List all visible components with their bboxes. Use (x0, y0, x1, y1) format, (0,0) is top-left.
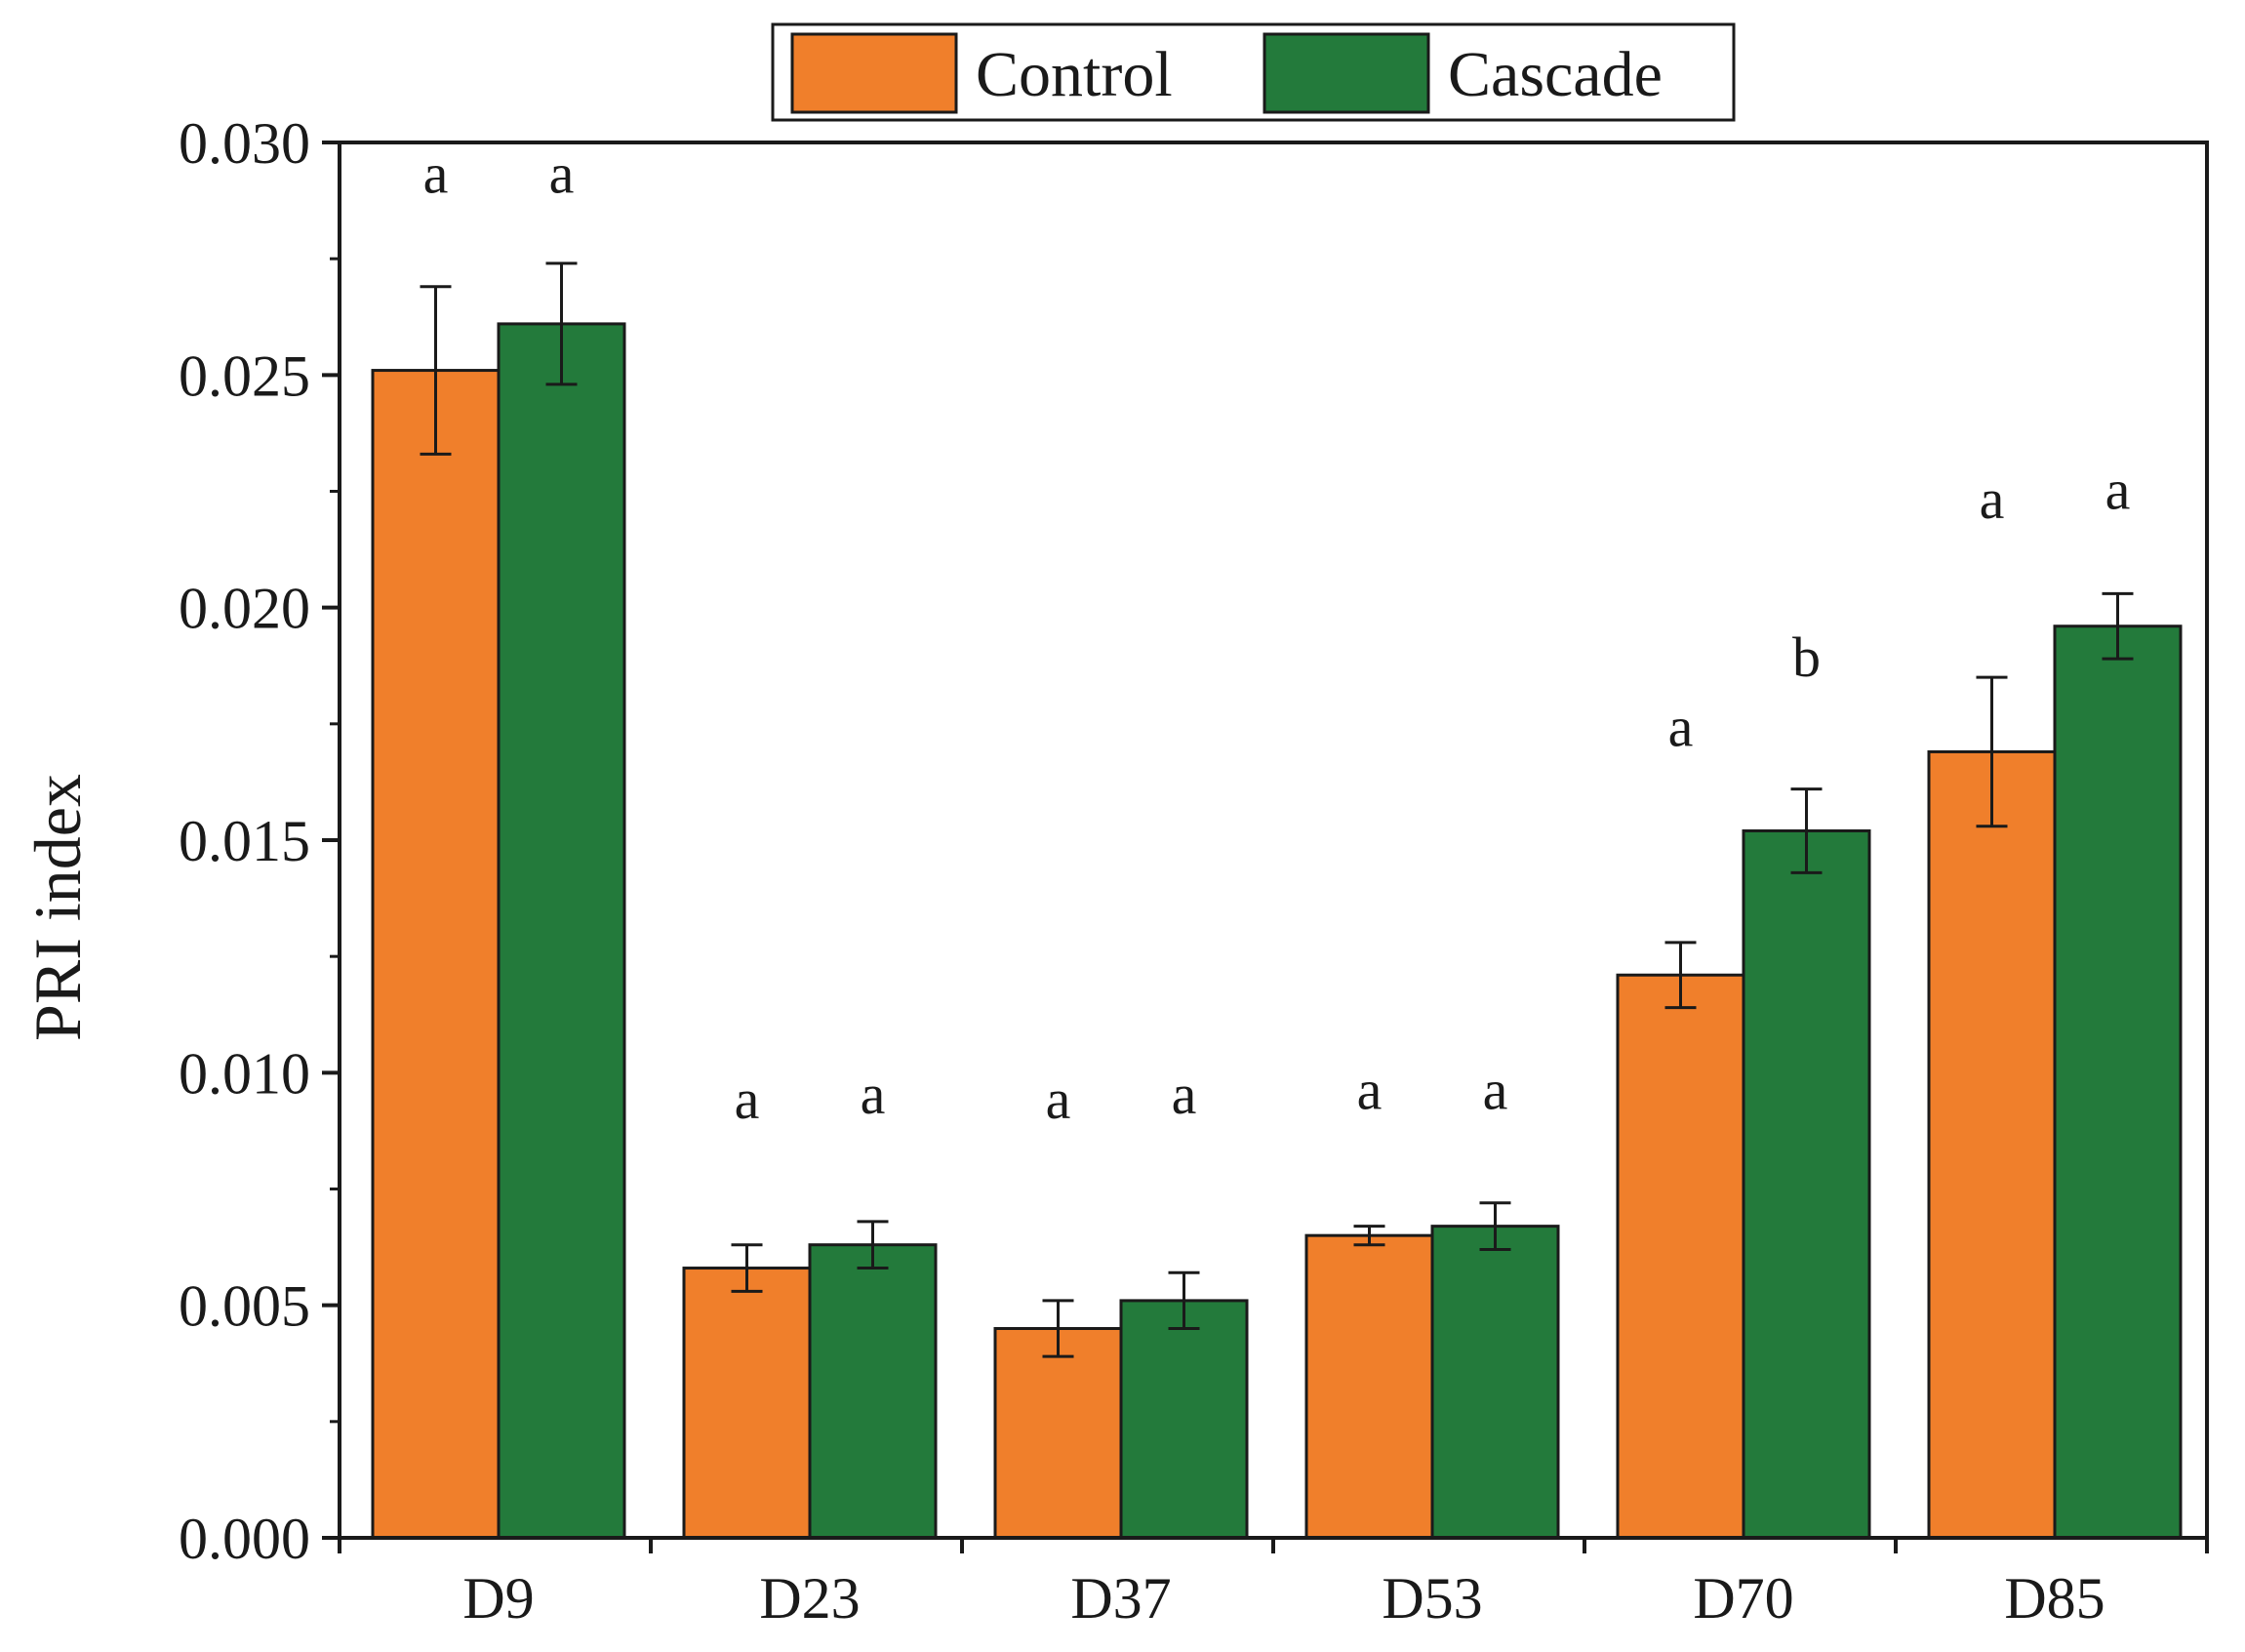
bar-cascade-d85 (2053, 625, 2183, 1540)
significance-label-control-d85: a (1980, 467, 2005, 531)
significance-labels-layer: a a a a a a a a a b a a (423, 141, 2131, 1131)
axes-layer: 0.000 0.005 0.010 0.015 0.020 0.025 0.030 D9 D23… (179, 111, 2209, 1631)
y-axis-title: PRI index (20, 774, 95, 1041)
error-bar-control-d23 (731, 1243, 763, 1293)
bar-cascade-d9 (497, 322, 626, 1540)
y-tick-label: 0.015 (179, 809, 310, 873)
error-bar-control-d85 (1976, 675, 2008, 828)
bar-control-d9 (371, 369, 501, 1540)
legend-label-control: Control (976, 39, 1173, 110)
legend-swatch-control (790, 32, 958, 114)
legend-label-cascade: Cascade (1448, 39, 1663, 110)
significance-label-cascade-d85: a (2105, 459, 2131, 522)
significance-label-control-d23: a (735, 1068, 760, 1131)
x-tick-label-d37: D37 (1070, 1566, 1171, 1631)
error-bar-cascade-d70 (1790, 787, 1823, 874)
bar-control-d37 (993, 1327, 1123, 1540)
y-tick-label: 0.025 (179, 343, 310, 408)
y-tick-label: 0.000 (179, 1507, 310, 1571)
x-tick-label-d70: D70 (1693, 1566, 1793, 1631)
error-bar-cascade-d85 (2102, 591, 2134, 661)
legend: Control Cascade (771, 22, 1736, 122)
y-tick-label: 0.020 (179, 577, 310, 641)
y-tick-label: 0.030 (179, 111, 310, 176)
significance-label-control-d70: a (1668, 696, 1694, 759)
significance-label-cascade-d70: b (1792, 625, 1821, 689)
x-tick-label-d23: D23 (759, 1566, 860, 1631)
error-bar-control-d53 (1353, 1225, 1385, 1247)
bars-layer (371, 322, 2183, 1540)
significance-label-cascade-d9: a (549, 141, 575, 205)
error-bar-cascade-d9 (545, 262, 578, 386)
error-bar-control-d9 (420, 285, 452, 456)
bar-control-d23 (682, 1267, 812, 1540)
legend-swatch-cascade (1263, 32, 1430, 114)
bar-cascade-d53 (1430, 1225, 1560, 1540)
y-tick-label: 0.010 (179, 1041, 310, 1106)
x-tick-label-d9: D9 (462, 1566, 534, 1631)
error-bar-cascade-d23 (857, 1220, 889, 1270)
bar-control-d70 (1616, 973, 1745, 1540)
significance-label-cascade-d37: a (1172, 1063, 1197, 1126)
error-bar-control-d70 (1664, 941, 1697, 1010)
significance-label-cascade-d53: a (1483, 1058, 1508, 1121)
bar-cascade-d23 (808, 1243, 938, 1540)
significance-label-control-d9: a (423, 141, 449, 205)
significance-label-control-d37: a (1046, 1068, 1071, 1131)
bar-control-d85 (1927, 749, 2057, 1540)
x-tick-label-d53: D53 (1382, 1566, 1482, 1631)
error-bar-control-d37 (1042, 1299, 1074, 1358)
bar-control-d53 (1304, 1233, 1434, 1540)
significance-label-cascade-d23: a (861, 1063, 886, 1126)
bar-cascade-d37 (1119, 1299, 1249, 1540)
error-bar-cascade-d53 (1479, 1201, 1511, 1251)
y-tick-label: 0.005 (179, 1274, 310, 1339)
bar-cascade-d70 (1742, 828, 1871, 1540)
significance-label-control-d53: a (1357, 1058, 1383, 1121)
x-tick-label-d85: D85 (2004, 1566, 2105, 1631)
error-bar-cascade-d37 (1168, 1270, 1200, 1330)
error-bars-layer (420, 262, 2134, 1358)
